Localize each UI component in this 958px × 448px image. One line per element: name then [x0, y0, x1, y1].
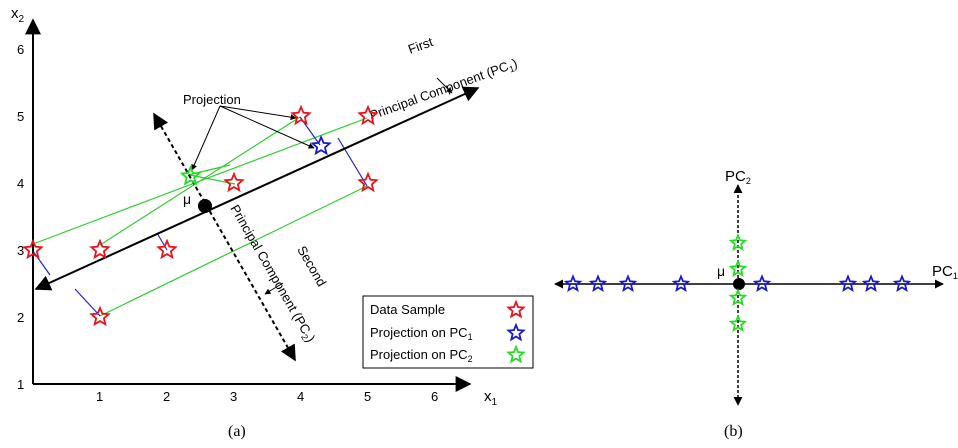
- x-tick-labels: 1 2 3 4 5 6: [96, 389, 438, 404]
- pc1-projection-star: [752, 274, 772, 292]
- projection-annotation: Projection: [183, 92, 315, 171]
- x-tick-label: 1: [96, 389, 103, 404]
- mean-point-b: [733, 278, 745, 290]
- pc2-label: Second Principal Component (PC2): [226, 202, 329, 346]
- projection-pc2-star: [179, 164, 202, 186]
- x-axis-label: x1: [484, 388, 498, 408]
- y-tick-label: 2: [17, 310, 24, 325]
- pc2-axis-line: [153, 112, 296, 362]
- pc1-label-line1: First: [406, 34, 435, 57]
- y-tick-label: 1: [17, 377, 24, 392]
- data-sample-star: [223, 171, 245, 193]
- pc1-projection-star: [588, 274, 608, 292]
- pc1-projection-star: [861, 274, 881, 292]
- y-tick-label: 6: [17, 42, 24, 57]
- legend: Data Sample Projection on PC1 Projection…: [362, 295, 534, 369]
- mean-label: μ: [183, 191, 191, 207]
- pc1-projection-star: [838, 274, 858, 292]
- panel-a: x1 x2 1 2 3 4 5 6 1 2 3 4 5 6 Projection: [11, 5, 519, 440]
- pc1-label: First Principal Component (PC1): [367, 34, 519, 124]
- pc2-label-line2: Principal Component (PC2): [226, 202, 319, 346]
- x-tick-label: 3: [230, 389, 237, 404]
- pc1-label-line2: Principal Component (PC1): [367, 55, 519, 124]
- legend-star-icons: [506, 299, 526, 364]
- legend-projection-pc2: Projection on PC2: [370, 347, 473, 364]
- panel-b-stars: [563, 233, 912, 332]
- data-sample-star: [22, 238, 44, 260]
- pc2-label-line1: Second: [294, 243, 329, 289]
- panel-a-caption: (a): [228, 423, 246, 440]
- pc2-axis-label: PC2: [725, 168, 751, 186]
- legend-data-sample-icon: [506, 299, 526, 319]
- pc2-projection-star: [728, 259, 748, 277]
- data-sample-star: [156, 238, 178, 260]
- x-tick-label: 6: [431, 389, 438, 404]
- panel-b: PC2 PC1 μ (b): [554, 168, 958, 440]
- data-sample-star: [290, 104, 312, 126]
- y-tick-label: 3: [17, 243, 24, 258]
- pc1-axis-label: PC1: [932, 263, 958, 281]
- y-tick-labels: 1 2 3 4 5 6: [17, 42, 24, 392]
- panel-a-stars: [22, 104, 379, 327]
- mean-label-b: μ: [717, 263, 725, 279]
- x-tick-label: 5: [364, 389, 371, 404]
- pc2-projection-star: [728, 314, 748, 332]
- data-sample-star: [357, 171, 379, 193]
- legend-projection-pc1-icon: [506, 322, 526, 342]
- mean-point: [198, 199, 212, 213]
- x-tick-label: 2: [163, 389, 170, 404]
- data-sample-star: [357, 104, 379, 126]
- legend-projection-pc1: Projection on PC1: [370, 325, 473, 342]
- pc1-projection-star: [563, 274, 583, 292]
- pc1-projection-star: [618, 274, 638, 292]
- pc2-projection-star: [728, 233, 748, 251]
- projection-label: Projection: [183, 92, 241, 107]
- data-sample-star: [89, 305, 111, 327]
- y-axis-label: x2: [11, 5, 25, 25]
- legend-data-sample: Data Sample: [370, 302, 445, 317]
- legend-box: [362, 295, 534, 369]
- panel-b-caption: (b): [724, 423, 743, 440]
- legend-projection-pc2-icon: [506, 344, 526, 364]
- pc2-projection-star: [728, 288, 748, 306]
- y-tick-label: 5: [17, 109, 24, 124]
- projection-pc1-star: [310, 134, 332, 156]
- data-sample-star: [89, 238, 111, 260]
- y-tick-label: 4: [17, 176, 24, 191]
- pc1-projection-star: [671, 274, 691, 292]
- pc1-projection-star: [892, 274, 912, 292]
- x-tick-label: 4: [297, 389, 304, 404]
